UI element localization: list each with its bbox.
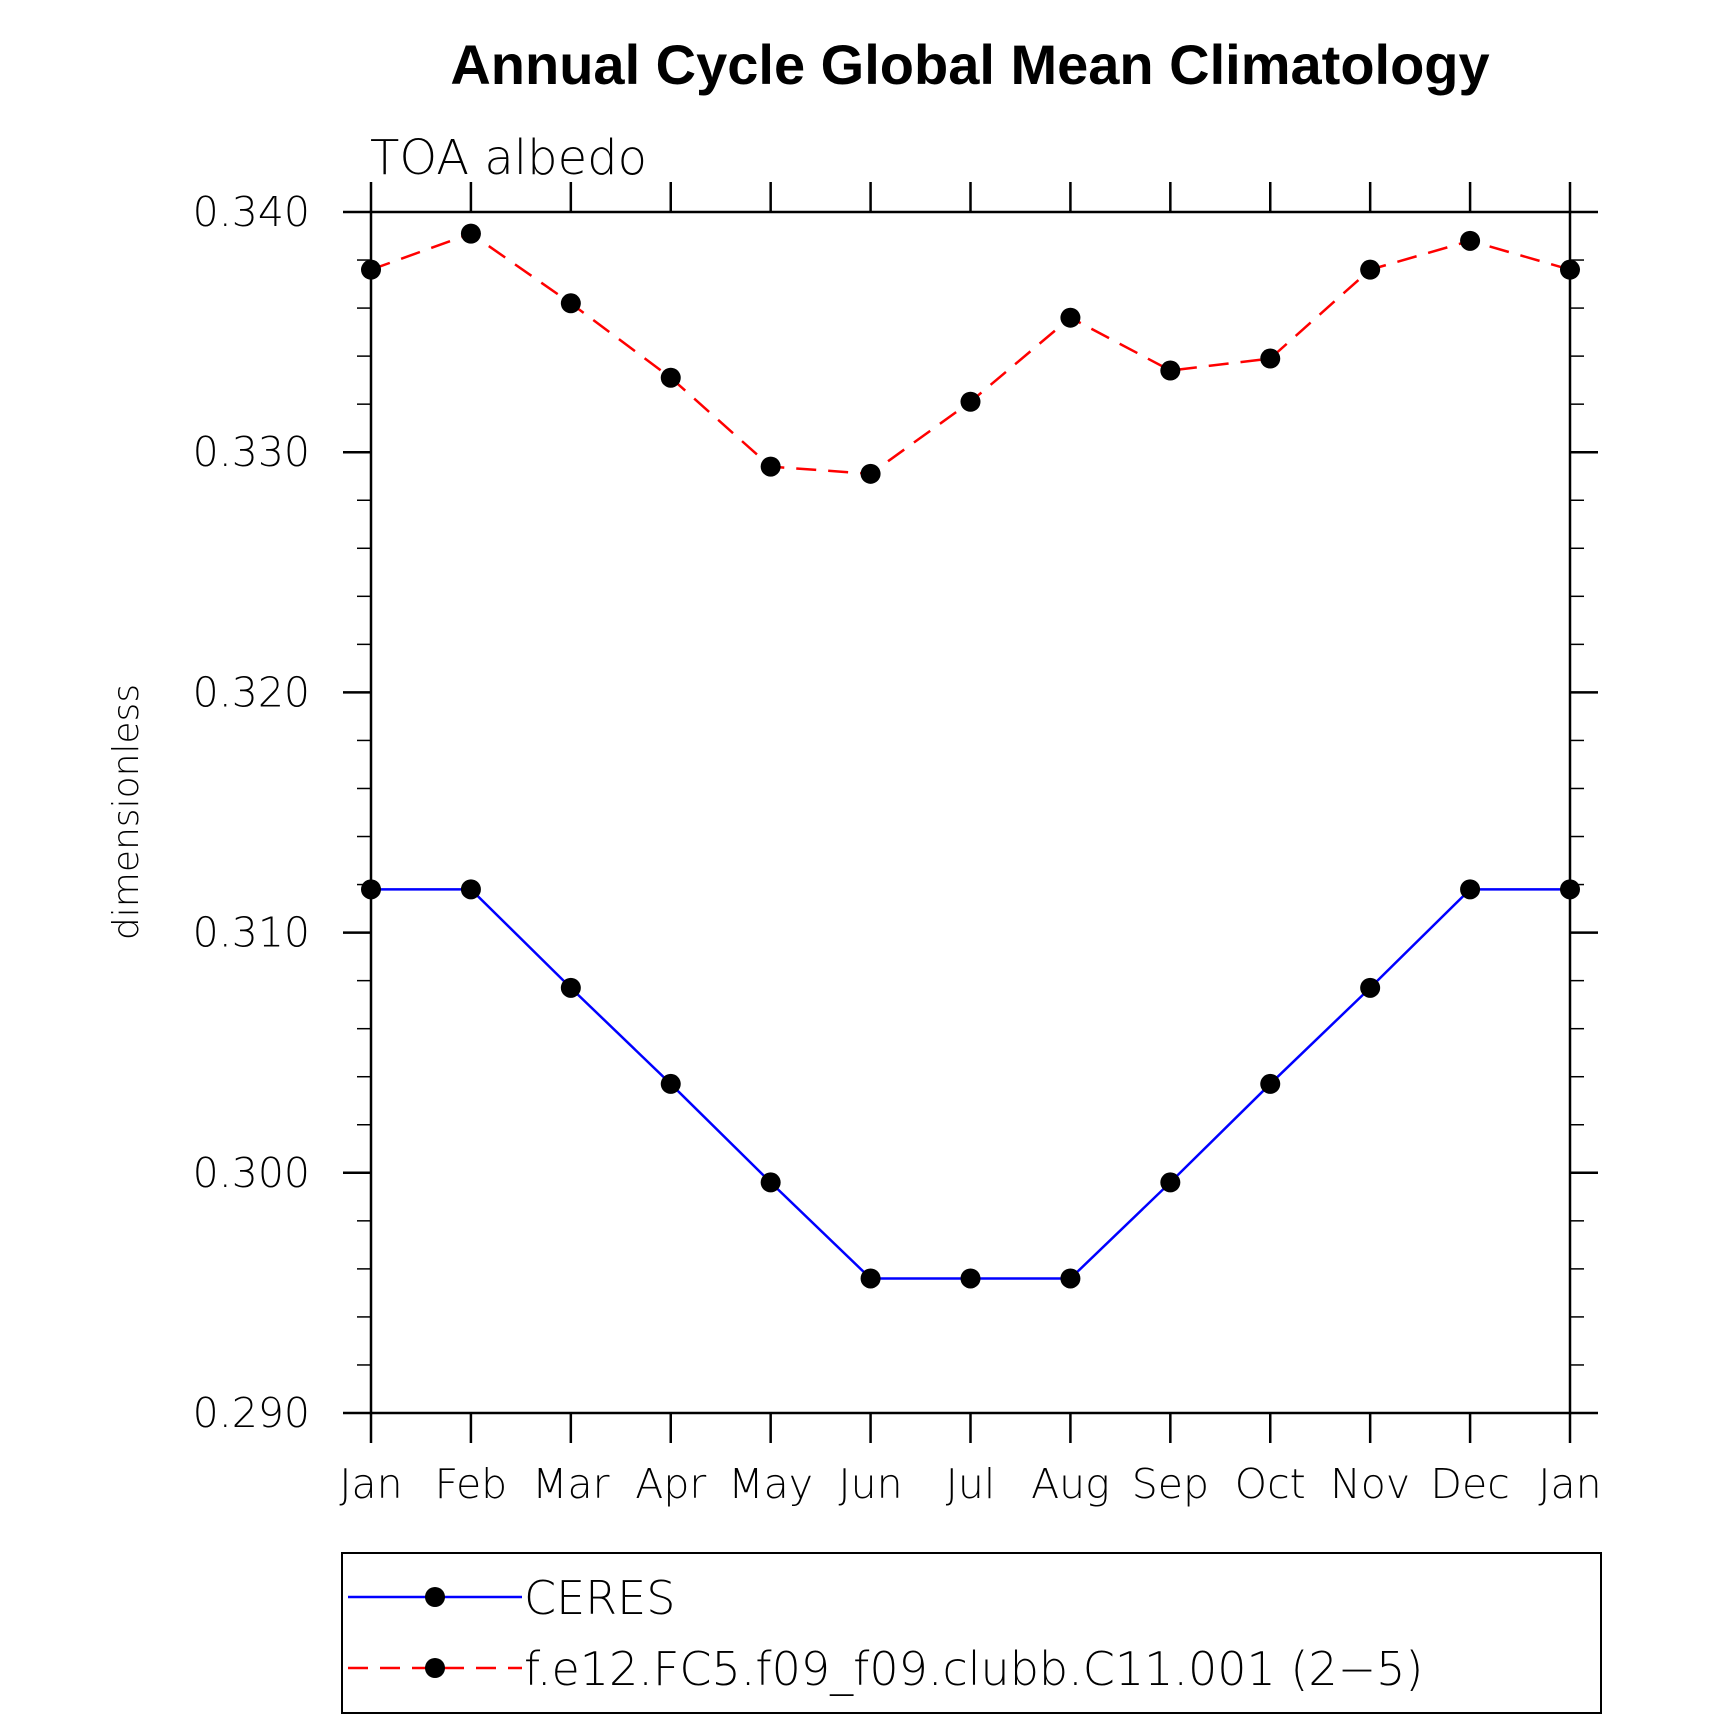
series-1-point [1060,307,1081,328]
legend: CERES f.e12.FC5.f09_f09.clubb.C11.001 (2… [341,1552,1602,1714]
series-0-point [760,1172,781,1193]
chart-title: Annual Cycle Global Mean Climatology [450,33,1489,96]
series-1-point [960,391,981,412]
x-tick-label: Mar [532,1460,609,1508]
x-tick-label: Feb [435,1460,508,1508]
series-1-point [860,463,881,484]
x-tick-label: Jun [839,1460,903,1508]
series-line-0 [371,888,1570,1280]
series-0-point [960,1268,981,1289]
y-tick-label: 0.330 [193,428,310,476]
x-tick-label: Sep [1132,1460,1209,1508]
x-tick-label: Nov [1330,1460,1410,1508]
legend-marker-ceres [425,1587,445,1607]
legend-marker-model [425,1658,445,1678]
y-tick-label: 0.290 [193,1389,310,1437]
x-tick-label: Aug [1031,1460,1110,1508]
series-1-point [460,223,481,244]
x-tick-label: Apr [635,1460,706,1508]
series-0-point [1460,879,1481,900]
x-tick-label: Jan [339,1460,402,1508]
series-1-point [1160,360,1181,381]
series-0-point [1260,1073,1281,1094]
series-0-point [660,1073,681,1094]
series-0-point [460,879,481,900]
series-line-1 [370,232,1571,476]
x-tick-label: Jan [1538,1460,1601,1508]
series-layer [361,223,1580,1289]
series-0-point [860,1268,881,1289]
series-1-point [1360,259,1381,280]
series-0-point [1160,1172,1181,1193]
y-tick-label: 0.300 [193,1149,310,1197]
y-axis-label: dimensionless [106,684,147,940]
series-1-point [1460,230,1481,251]
axes-layer: 0.290 0.300 0.310 0.320 0.330 0.340 Jan Feb Mar A… [193,182,1602,1508]
legend-box [341,1552,1602,1714]
y-tick-label: 0.310 [193,909,310,957]
series-1-point [760,456,781,477]
series-1-point [660,367,681,388]
series-1-point [1260,348,1281,369]
series-0-point [1060,1268,1081,1289]
chart-subtitle: TOA albedo [370,130,647,186]
series-0-point [1360,977,1381,998]
legend-label-ceres: CERES [524,1571,675,1625]
y-tick-label: 0.320 [193,668,310,716]
series-1-point [560,293,581,314]
x-tick-label: Dec [1430,1460,1509,1508]
x-tick-label: Oct [1235,1460,1306,1508]
legend-label-model: f.e12.FC5.f09_f09.clubb.C11.001 (2−5) [524,1642,1423,1696]
x-tick-label: Jul [946,1460,995,1508]
x-tick-label: May [728,1460,813,1508]
y-tick-label: 0.340 [193,188,310,236]
series-0-point [560,977,581,998]
